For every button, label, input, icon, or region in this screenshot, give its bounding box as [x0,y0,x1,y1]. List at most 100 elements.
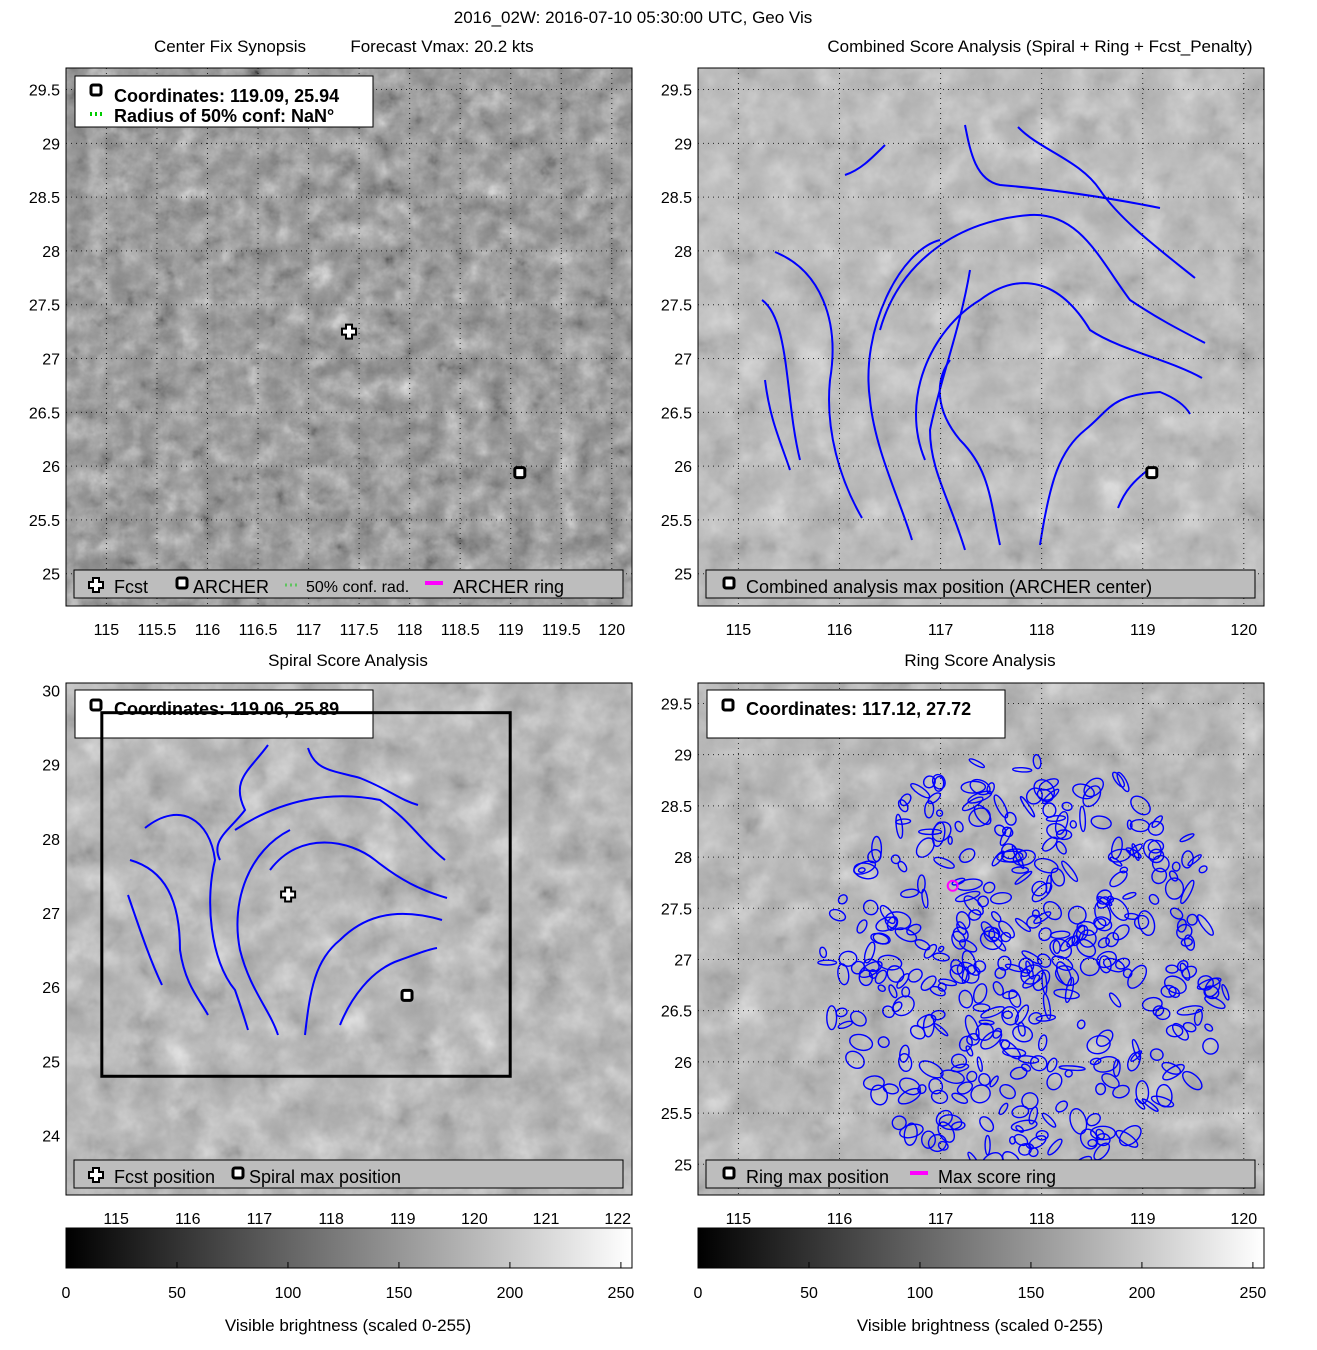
ring-contour [1014,870,1033,885]
ring-contour [1086,1113,1101,1127]
ring-contour [1147,839,1165,854]
ring-contour [1095,1029,1114,1047]
spiral-arc [764,379,791,471]
legend-fcst: Fcst [88,577,148,597]
square-icon [175,576,189,590]
ring-contour [1119,866,1129,874]
ring-contour [899,1044,910,1063]
ring-contour [979,1116,995,1133]
colorbar-ticks: 0 50 100 150 200 250 [62,1262,634,1302]
x-tick-label: 122 [604,1211,631,1228]
ring-contour [1095,1128,1105,1140]
x-tick-label: 119 [1130,622,1156,639]
ring-contour [980,1005,1005,1019]
ring-contour [937,945,945,953]
spiral-max-marker [400,988,414,1002]
ring-contour [978,1073,991,1086]
ring-contour [1204,1023,1214,1032]
ring-contour [1127,964,1148,989]
ring-contour [1160,984,1177,998]
ring-contour [868,969,878,979]
ring-contour [930,1009,946,1021]
ring-contour [1161,1061,1182,1075]
ring-contour [1109,870,1128,888]
ring-contour [931,821,946,848]
colorbar-left: 0 50 100 150 200 250 Visible brightness (scal… [62,1227,634,1335]
ring-contour [1202,1037,1219,1055]
spiral-arc [236,829,291,1036]
colorbar-gradient [65,1227,633,1269]
x-tick-label: 117 [296,622,322,639]
x-tick-label: 118 [1029,622,1055,639]
ring-contour [875,916,898,932]
y-tick-labels: 25 25.5 26 26.5 27 27.5 28 28.5 29 29.5 [29,83,60,584]
ring-contour [1142,839,1162,861]
ring-contour [884,911,912,931]
ring-contour [862,899,879,916]
ring-contour [853,860,877,875]
archer-marker [1145,466,1159,480]
ring-contour [1197,914,1214,936]
ring-contour [937,982,947,992]
ring-contour [1111,771,1126,788]
colorbar-tick-label: 250 [1240,1285,1267,1302]
y-tick-label: 26 [42,980,60,997]
ring-contour [858,969,874,987]
spiral-arc [915,282,1203,461]
ring-contour [1041,836,1058,852]
y-tick-label: 24 [42,1129,60,1146]
ring-contour [970,1084,991,1104]
ring-contour [923,943,938,959]
ring-contour [1078,929,1097,948]
ring-contour [927,792,942,805]
ring-contour [1010,1119,1038,1132]
ring-contour [1107,848,1132,863]
ring-contour [1058,1065,1086,1072]
plus-icon [88,1167,104,1183]
square-marker [400,988,414,1002]
ring-contour [837,1020,854,1030]
ring-contour [917,1084,927,1095]
ring-contour [924,800,935,819]
ring-contour [982,881,996,894]
ring-contour [863,958,880,973]
ring-contour [1036,788,1054,803]
ring-contour [1148,893,1160,905]
ring-contour [1169,907,1184,920]
ring-contour [1028,1135,1047,1149]
colorbar-tick-label: 50 [168,1285,186,1302]
ring-contour [1041,1112,1057,1128]
x-tick-label: 116 [827,1211,853,1228]
y-tick-label: 25.5 [661,1106,692,1123]
ring-contour [965,1045,974,1057]
ring-contour [896,972,910,989]
coordinates-text: Coordinates: 119.06, 25.89 [114,699,339,719]
ring-contour [1105,932,1120,948]
ring-contour [1064,1069,1073,1078]
ring-contour [849,1033,874,1052]
ring-contour [937,1140,949,1151]
ring-contour [1171,861,1181,872]
ring-contour [917,828,943,836]
ring-contour [955,911,971,930]
ring-contour [1037,1034,1048,1052]
ring-contour [1055,841,1067,855]
x-tick-label: 116 [195,622,221,639]
ring-contour [1155,1007,1171,1021]
legend-max-ring-label: Max score ring [938,1167,1056,1187]
legend-combined-label: Combined analysis max position (ARCHER c… [746,577,1152,597]
ring-contour [862,1075,885,1091]
fcst-marker [280,886,297,903]
ring-contour [1050,867,1066,887]
ring-contour [1020,968,1031,978]
ring-contour [1041,971,1048,995]
plot-frame [65,67,633,607]
ring-contour [894,927,918,943]
ring-contour [1096,950,1117,969]
ring-contour [1014,917,1032,933]
x-tick-label: 119 [498,622,524,639]
ring-contour [986,782,995,795]
x-tick-label: 115 [726,622,752,639]
ring-contour [1108,992,1122,1008]
y-tick-label: 26 [674,1055,692,1072]
